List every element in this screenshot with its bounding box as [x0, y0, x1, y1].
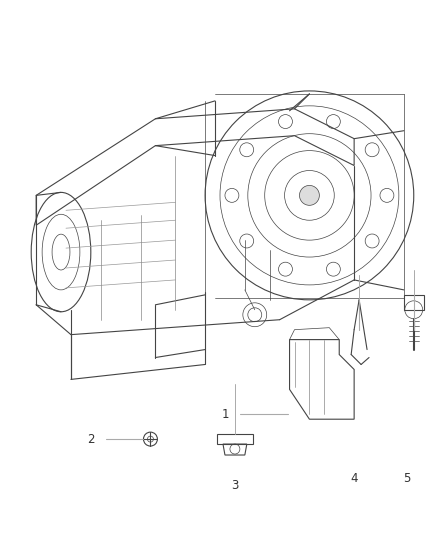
Text: 1: 1 — [221, 408, 229, 421]
Text: 4: 4 — [350, 472, 358, 486]
Text: 5: 5 — [403, 472, 410, 486]
Circle shape — [300, 185, 319, 205]
Text: 3: 3 — [231, 479, 239, 492]
Text: 2: 2 — [87, 433, 95, 446]
